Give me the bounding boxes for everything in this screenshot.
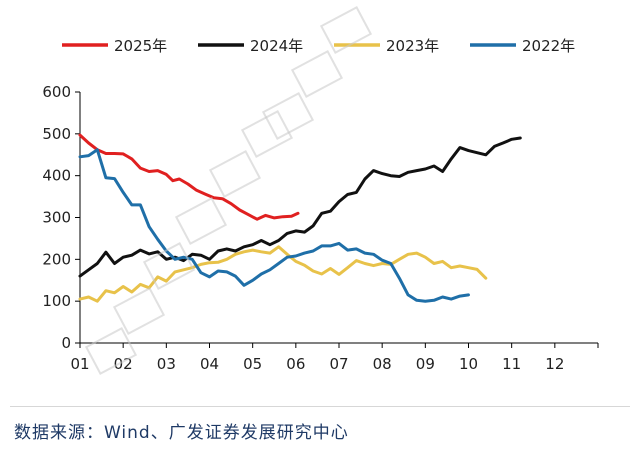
x-tick-label: 10 (459, 355, 478, 373)
series-line-2022年 (78, 148, 470, 303)
series-line-2024年 (78, 136, 522, 278)
legend: 2025年 2024年 2023年 2022年 (62, 37, 575, 55)
series-line-2023年 (78, 245, 488, 303)
y-tick-label: 0 (61, 334, 71, 352)
legend-label: 2022年 (522, 37, 575, 55)
x-tick-label: 02 (114, 355, 133, 373)
x-tick-label: 05 (243, 355, 262, 373)
legend-label: 2023年 (386, 37, 439, 55)
x-tick-label: 12 (545, 355, 564, 373)
y-tick-label: 300 (42, 209, 71, 227)
series-line-2025年 (78, 133, 300, 221)
x-tick-label: 07 (329, 355, 348, 373)
x-tick-label: 11 (502, 355, 521, 373)
x-axis: 01 02 03 04 05 06 07 08 09 10 11 12 (70, 342, 599, 373)
x-tick-label: 03 (157, 355, 176, 373)
legend-label: 2024年 (250, 37, 303, 55)
series-lines (78, 133, 522, 303)
legend-label: 2025年 (114, 37, 167, 55)
y-tick-label: 400 (42, 167, 71, 185)
y-tick-label: 100 (42, 292, 71, 310)
y-tick-label: 200 (42, 250, 71, 268)
x-tick-label: 08 (373, 355, 392, 373)
y-tick-label: 500 (42, 125, 71, 143)
source-note: 数据来源：Wind、广发证券发展研究中心 (14, 423, 349, 443)
y-tick-label: 600 (42, 83, 71, 101)
source-divider (10, 406, 630, 407)
x-tick-label: 06 (286, 355, 305, 373)
x-tick-label: 01 (70, 355, 89, 373)
x-tick-label: 04 (200, 355, 219, 373)
x-tick-label: 09 (416, 355, 435, 373)
y-axis: 0 100 200 300 400 500 600 (42, 83, 81, 352)
